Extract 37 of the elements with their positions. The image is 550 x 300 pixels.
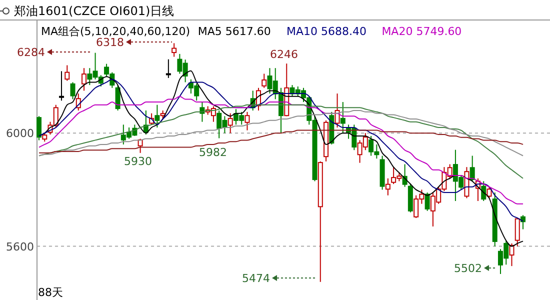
annotation: 5502 [454, 262, 482, 275]
annotation: 88天 [38, 286, 63, 299]
text: MA5 5617.60 [198, 25, 271, 38]
y-tick-label: 6000 [6, 127, 34, 140]
candlestick [470, 155, 475, 182]
candlestick [244, 111, 250, 131]
candlestick [76, 93, 81, 112]
candlestick [70, 82, 76, 100]
candlestick [36, 116, 42, 141]
annotation: 5982 [199, 146, 227, 159]
candlestick [138, 138, 143, 154]
annotation: 6246 [270, 48, 298, 61]
chart-title: 郑油1601(CZCE OI601)日线 [14, 4, 174, 18]
candlestick [172, 42, 177, 58]
candlestick [64, 64, 70, 82]
candlestick [514, 217, 520, 247]
text: MA10 5688.40 [286, 25, 366, 38]
candlestick [509, 242, 514, 267]
candlestick [200, 102, 205, 122]
candlestick [115, 84, 120, 112]
candlestick [154, 104, 160, 128]
candlestick [340, 102, 346, 134]
text: MA20 5749.60 [382, 25, 462, 38]
candlestick [82, 68, 87, 92]
candlestick [228, 112, 233, 134]
y-tick-label: 5600 [6, 240, 34, 254]
annotation: 5930 [124, 155, 152, 168]
candlestick [385, 178, 390, 196]
candlestick [166, 58, 171, 78]
candlestick [262, 73, 267, 88]
candlestick [59, 70, 64, 102]
annotation: 5474 [242, 272, 270, 285]
text: MA组合(5,10,20,40,60,120) [41, 25, 190, 38]
candlestick [486, 186, 492, 199]
candlestick [424, 192, 430, 212]
annotation: 6284 [17, 46, 45, 59]
annotation: 6318 [96, 36, 124, 49]
